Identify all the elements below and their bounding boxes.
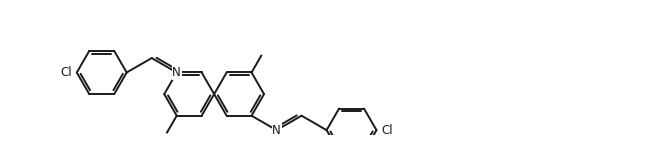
Text: Cl: Cl <box>381 124 392 137</box>
Text: N: N <box>272 124 281 137</box>
Text: Cl: Cl <box>60 66 72 79</box>
Text: N: N <box>172 66 181 79</box>
